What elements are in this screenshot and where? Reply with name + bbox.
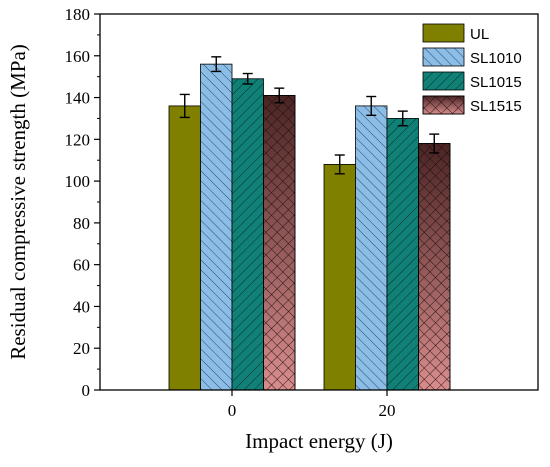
x-axis-title: Impact energy (J) xyxy=(245,429,393,453)
legend-swatch-sl1515-hatch xyxy=(422,95,465,115)
bar-ul-0 xyxy=(168,105,201,391)
error-bar-sl1015-0 xyxy=(242,72,253,85)
legend-swatch-sl1010 xyxy=(422,47,465,67)
y-tick-label-120: 120 xyxy=(65,130,91,149)
y-tick-label-160: 160 xyxy=(65,47,91,66)
y-tick-label-180: 180 xyxy=(65,5,91,24)
error-bar-ul-20 xyxy=(334,154,345,175)
legend-label-ul: UL xyxy=(470,26,489,43)
legend-swatch-ul xyxy=(422,23,465,43)
legend-swatch-sl1015 xyxy=(422,71,465,91)
y-tick-label-20: 20 xyxy=(73,339,90,358)
bar-sl1010-20 xyxy=(355,105,388,391)
error-bar-sl1015-20 xyxy=(397,110,408,127)
legend-item-sl1015: SL1015 xyxy=(422,71,522,91)
bar-sl1015-20 xyxy=(386,118,419,391)
error-bar-sl1010-20 xyxy=(366,95,377,117)
bar-sl1010-0 xyxy=(200,63,233,391)
legend-label-sl1015: SL1015 xyxy=(470,74,522,91)
bar-sl1515-20-hatch xyxy=(418,143,451,391)
x-tick-label-0: 0 xyxy=(228,401,237,420)
y-axis: 0 20 40 60 80 100 120 140 160 180 xyxy=(65,5,100,400)
error-bar-sl1515-20 xyxy=(429,133,440,154)
plot-frame xyxy=(99,13,539,391)
bar-sl1515-0-hatch xyxy=(263,95,296,391)
error-bars-group xyxy=(179,56,440,175)
error-bar-sl1515-0 xyxy=(274,87,285,104)
y-tick-label-100: 100 xyxy=(65,172,91,191)
bar-sl1015-0 xyxy=(231,78,264,391)
legend-item-sl1010: SL1010 xyxy=(422,47,522,67)
legend: UL SL1010 SL1015 SL1515 xyxy=(422,23,522,115)
error-bar-ul-0 xyxy=(179,93,190,119)
y-tick-label-140: 140 xyxy=(65,89,91,108)
legend-label-sl1010: SL1010 xyxy=(470,50,522,67)
x-axis: 0 20 xyxy=(228,390,396,420)
bar-ul-20 xyxy=(323,163,356,391)
legend-item-sl1515: SL1515 xyxy=(422,95,522,115)
legend-label-sl1515: SL1515 xyxy=(470,98,522,115)
y-tick-label-0: 0 xyxy=(82,381,91,400)
y-axis-title: Residual compressive strength (MPa) xyxy=(6,44,30,360)
y-tick-label-40: 40 xyxy=(73,297,90,316)
y-tick-label-60: 60 xyxy=(73,256,90,275)
y-tick-label-80: 80 xyxy=(73,214,90,233)
legend-item-ul: UL xyxy=(422,23,489,43)
x-tick-label-20: 20 xyxy=(379,401,396,420)
error-bar-sl1010-0 xyxy=(211,56,222,73)
bars-group xyxy=(168,63,451,391)
